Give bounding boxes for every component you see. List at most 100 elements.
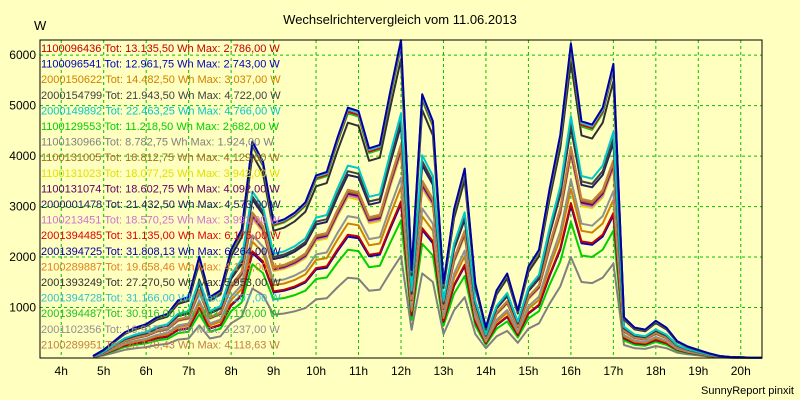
legend-entry: 2001102356 Tot: 16.917,50 Wh Max: 3.237,00… [41,324,280,336]
legend-total: Tot: 30.916,00 Wh [105,308,194,320]
legend-entry: 2001394728 Tot: 31.166,00 Wh Max: 6.207,00… [41,293,281,305]
legend-max: Max: 3.991,00 W [197,215,281,227]
legend-max: Max: 6.175,00 W [197,230,281,242]
series-line-2001102356 [92,176,762,359]
legend-serial: 2000001478 [41,199,102,211]
y-axis-label: W [34,18,47,33]
legend-total: Tot: 13.135,50 Wh [104,43,193,55]
legend-entry: 2000149892 Tot: 22.463,25 Wh Max: 4.766,00… [41,105,281,117]
legend-serial: 1100131074 [41,183,101,195]
chart-title: Wechselrichtervergleich vom 11.06.2013 [283,12,517,27]
x-tick-label: 8h [224,364,237,378]
legend-total: Tot: 16.917,50 Wh [104,324,193,336]
axes: 1000 2000 3000 4000 5000 6000 4h 5h 6h 7h 8h 9h 10h 1… [9,39,763,378]
legend-total: Tot: 31.166,00 Wh [105,293,194,305]
legend-max: Max: 2.786,00 W [197,43,281,55]
legend-serial: 2100289951 [41,339,102,351]
legend-max: Max: 1.924,00 W [191,137,275,149]
legend-serial: 2000150622 [41,74,102,86]
legend-serial: 1100129553 [41,121,101,133]
legend-serial: 2000154799 [41,90,102,102]
legend-serial: 1100131005 [41,152,101,164]
legend-serial: 2001394485 [41,230,102,242]
legend-max: Max: 2.682,00 W [196,121,280,133]
series-line-1100130966 [92,255,762,359]
legend-entry: 1100096436 Tot: 13.135,50 Wh Max: 2.786,00… [41,43,280,55]
legend-entry: 2001394485 Tot: 31.135,00 Wh Max: 6.175,00… [41,230,281,242]
legend-max: Max: 4.129,00 W [197,152,281,164]
legend-total: Tot: 14.482,50 Wh [105,74,194,86]
legend-total: Tot: 20.179,43 Wh [105,339,194,351]
legend-total: Tot: 31.808,13 Wh [105,246,194,258]
legend-total: Tot: 18.570,25 Wh [104,215,193,227]
legend-entry: 1100213451 Tot: 18.570,25 Wh Max: 3.991,00… [41,215,280,227]
footer-credit: SunnyReport pinxit [701,385,794,397]
x-tick-label: 19h [688,364,708,378]
legend-total: Tot: 27.270,50 Wh [105,277,194,289]
legend-serial: 1100213451 [41,215,101,227]
legend-total: Tot: 22.463,25 Wh [105,105,194,117]
legend-entry: 1100096541 Tot: 12.961,75 Wh Max: 2.743,00… [41,59,280,71]
x-tick-label: 10h [306,364,326,378]
legend-max: Max: 4.092,00 W [197,183,281,195]
series-line-1100129553 [92,219,762,359]
legend-total: Tot: 21.432,50 Wh [105,199,194,211]
y-tick-label: 3000 [9,200,36,214]
legend-max: Max: 4.174,00 W [197,261,281,273]
x-tick-label: 16h [561,364,581,378]
legend-total: Tot: 18.077,25 Wh [104,168,193,180]
legend-total: Tot: 21.943,50 Wh [105,90,194,102]
legend-serial: 2001393249 [41,277,102,289]
x-tick-label: 5h [97,364,110,378]
legend-max: Max: 4.118,63 W [197,339,280,351]
legend-serial: 1100131023 [41,168,101,180]
legend-serial: 2100289887 [41,261,102,273]
legend-total: Tot: 31.135,00 Wh [105,230,194,242]
legend-entry: 1100131023 Tot: 18.077,25 Wh Max: 3.942,00… [41,168,280,180]
legend-max: Max: 4.722,00 W [197,90,281,102]
legend-entry: 2100289887 Tot: 19.658,46 Wh Max: 4.174,00… [41,261,281,273]
legend-entry: 1100129553 Tot: 11.218,50 Wh Max: 2.682,00… [41,121,280,133]
x-tick-label: 17h [603,364,623,378]
legend-max: Max: 4.573,00 W [197,199,281,211]
series-line-2001394725 [92,39,762,359]
x-tick-label: 12h [391,364,411,378]
x-tick-label: 9h [267,364,280,378]
series-layer [92,39,762,359]
legend-serial: 2001102356 [41,324,101,336]
legend-entry: 2000001478 Tot: 21.432,50 Wh Max: 4.573,00… [41,199,281,211]
series-line-2000149892 [92,112,762,359]
legend-total: Tot: 18.602,75 Wh [104,183,193,195]
y-tick-label: 1000 [9,301,36,315]
legend-entry: 1100131074 Tot: 18.602,75 Wh Max: 4.092,00… [41,183,280,195]
legend-total: Tot: 11.218,50 Wh [104,121,192,133]
series-line-1100096436 [92,200,762,359]
legend-serial: 1100096541 [41,59,101,71]
y-tick-label: 2000 [9,250,36,264]
legend-entry: 2100289951 Tot: 20.179,43 Wh Max: 4.118,63… [41,339,280,351]
legend-serial: 1100096436 [41,43,101,55]
legend-max: Max: 6.264,00 W [197,246,281,258]
legend-entry: 1100131005 Tot: 18.812,75 Wh Max: 4.129,00… [41,152,280,164]
series-line-2100289951 [92,143,762,359]
x-tick-label: 15h [518,364,538,378]
legend-entry: 2000154799 Tot: 21.943,50 Wh Max: 4.722,00… [41,90,281,102]
x-tick-label: 14h [476,364,496,378]
legend-max: Max: 3.237,00 W [197,324,281,336]
legend-entry: 2001394487 Tot: 30.916,00 Wh Max: 6.110,00… [41,308,280,320]
legend-max: Max: 3.942,00 W [197,168,281,180]
legend-entry: 2001394725 Tot: 31.808,13 Wh Max: 6.264,00… [41,246,281,258]
legend-max: Max: 6.207,00 W [197,293,281,305]
x-tick-label: 4h [55,364,68,378]
x-tick-label: 18h [646,364,666,378]
legend-serial: 2000149892 [41,105,102,117]
x-tick-label: 7h [182,364,195,378]
legend-total: Tot: 12.961,75 Wh [104,59,193,71]
legend-max: Max: 2.743,00 W [197,59,281,71]
plot-frame [39,39,763,359]
legend: 1100096436 Tot: 13.135,50 Wh Max: 2.786,00… [41,43,281,351]
legend-serial: 1100130966 [41,137,101,149]
legend-entry: 2000150622 Tot: 14.482,50 Wh Max: 3.037,00… [41,74,281,86]
